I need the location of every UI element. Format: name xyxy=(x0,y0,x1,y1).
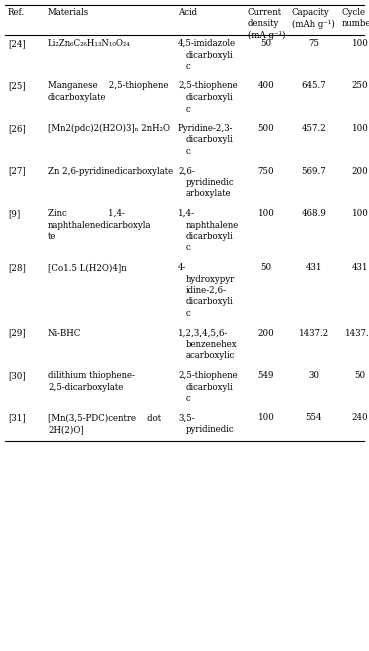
Text: 200: 200 xyxy=(258,329,275,337)
Text: Acid: Acid xyxy=(178,8,197,17)
Text: 4-: 4- xyxy=(178,263,186,272)
Text: 50: 50 xyxy=(261,263,272,272)
Text: c: c xyxy=(186,394,191,403)
Text: 549: 549 xyxy=(258,371,274,380)
Text: 4,5-imidazole: 4,5-imidazole xyxy=(178,39,236,48)
Text: naphthalenedicarboxyla: naphthalenedicarboxyla xyxy=(48,221,152,230)
Text: 50: 50 xyxy=(355,371,366,380)
Text: pyridinedic: pyridinedic xyxy=(186,425,235,434)
Text: dicarboxyli: dicarboxyli xyxy=(186,135,234,145)
Text: acarboxylic: acarboxylic xyxy=(186,352,235,361)
Text: 457.2: 457.2 xyxy=(301,124,326,133)
Text: (mAh g⁻¹): (mAh g⁻¹) xyxy=(292,20,335,29)
Text: c: c xyxy=(186,147,191,156)
Text: benzenehex: benzenehex xyxy=(186,340,238,349)
Text: 3,5-: 3,5- xyxy=(178,413,194,422)
Text: Manganese    2,5-thiophene: Manganese 2,5-thiophene xyxy=(48,81,169,90)
Text: 1437.2: 1437.2 xyxy=(345,329,369,337)
Text: Current: Current xyxy=(248,8,282,17)
Text: arboxylate: arboxylate xyxy=(186,189,232,199)
Text: 200: 200 xyxy=(352,167,368,176)
Text: 1,4-: 1,4- xyxy=(178,209,195,218)
Text: 100: 100 xyxy=(352,39,368,48)
Text: Ref.: Ref. xyxy=(8,8,25,17)
Text: Li₂Zn₆C₂₆H₁₃N₁₀O₂₄: Li₂Zn₆C₂₆H₁₃N₁₀O₂₄ xyxy=(48,39,131,48)
Text: Zinc               1,4-: Zinc 1,4- xyxy=(48,209,125,218)
Text: 240: 240 xyxy=(352,413,368,422)
Text: c: c xyxy=(186,62,191,71)
Text: 2,5-thiophene: 2,5-thiophene xyxy=(178,81,238,90)
Text: (mA g⁻¹): (mA g⁻¹) xyxy=(248,31,286,40)
Text: 431: 431 xyxy=(306,263,322,272)
Text: dilithium thiophene-: dilithium thiophene- xyxy=(48,371,135,380)
Text: [24]: [24] xyxy=(8,39,26,48)
Text: te: te xyxy=(48,232,56,241)
Text: 100: 100 xyxy=(258,413,275,422)
Text: 569.7: 569.7 xyxy=(301,167,326,176)
Text: [30]: [30] xyxy=(8,371,26,380)
Text: 100: 100 xyxy=(258,209,275,218)
Text: 500: 500 xyxy=(258,124,275,133)
Text: [9]: [9] xyxy=(8,209,20,218)
Text: pyridinedic: pyridinedic xyxy=(186,178,235,187)
Text: dicarboxyli: dicarboxyli xyxy=(186,93,234,102)
Text: 400: 400 xyxy=(258,81,275,90)
Text: [Mn2(pdc)2(H2O)3]ₙ 2nH₂O: [Mn2(pdc)2(H2O)3]ₙ 2nH₂O xyxy=(48,124,170,133)
Text: dicarboxyli: dicarboxyli xyxy=(186,383,234,391)
Text: dicarboxyli: dicarboxyli xyxy=(186,51,234,59)
Text: [28]: [28] xyxy=(8,263,26,272)
Text: Zn 2,6-pyridinedicarboxylate: Zn 2,6-pyridinedicarboxylate xyxy=(48,167,173,176)
Text: [Mn(3,5-PDC)centre    dot: [Mn(3,5-PDC)centre dot xyxy=(48,413,161,422)
Text: 2,5-thiophene: 2,5-thiophene xyxy=(178,371,238,380)
Text: 1437.2: 1437.2 xyxy=(299,329,329,337)
Text: dicarboxyli: dicarboxyli xyxy=(186,232,234,241)
Text: [29]: [29] xyxy=(8,329,26,337)
Text: dicarboxyli: dicarboxyli xyxy=(186,298,234,307)
Text: idine-2,6-: idine-2,6- xyxy=(186,286,227,295)
Text: 2H(2)O]: 2H(2)O] xyxy=(48,425,84,434)
Text: 554: 554 xyxy=(306,413,322,422)
Text: c: c xyxy=(186,105,191,113)
Text: 100: 100 xyxy=(352,124,368,133)
Text: Materials: Materials xyxy=(48,8,89,17)
Text: [31]: [31] xyxy=(8,413,26,422)
Text: [27]: [27] xyxy=(8,167,26,176)
Text: 431: 431 xyxy=(352,263,368,272)
Text: naphthalene: naphthalene xyxy=(186,221,239,230)
Text: Capacity: Capacity xyxy=(292,8,330,17)
Text: Ni-BHC: Ni-BHC xyxy=(48,329,82,337)
Text: c: c xyxy=(186,243,191,253)
Text: c: c xyxy=(186,309,191,318)
Text: [26]: [26] xyxy=(8,124,26,133)
Text: density: density xyxy=(248,20,279,29)
Text: Pyridine-2,3-: Pyridine-2,3- xyxy=(178,124,234,133)
Text: 1,2,3,4,5,6-: 1,2,3,4,5,6- xyxy=(178,329,228,337)
Text: 645.7: 645.7 xyxy=(301,81,326,90)
Text: 468.9: 468.9 xyxy=(301,209,327,218)
Text: 2,5-dicarboxylate: 2,5-dicarboxylate xyxy=(48,383,123,391)
Text: 30: 30 xyxy=(308,371,320,380)
Text: 75: 75 xyxy=(308,39,320,48)
Text: 50: 50 xyxy=(261,39,272,48)
Text: dicarboxylate: dicarboxylate xyxy=(48,93,107,102)
Text: number: number xyxy=(342,20,369,29)
Text: 100: 100 xyxy=(352,209,368,218)
Text: [Co1.5 L(H2O)4]n: [Co1.5 L(H2O)4]n xyxy=(48,263,127,272)
Text: 250: 250 xyxy=(352,81,368,90)
Text: hydroxypyr: hydroxypyr xyxy=(186,275,235,283)
Text: [25]: [25] xyxy=(8,81,26,90)
Text: 2,6-: 2,6- xyxy=(178,167,195,176)
Text: 750: 750 xyxy=(258,167,274,176)
Text: Cycle: Cycle xyxy=(342,8,366,17)
